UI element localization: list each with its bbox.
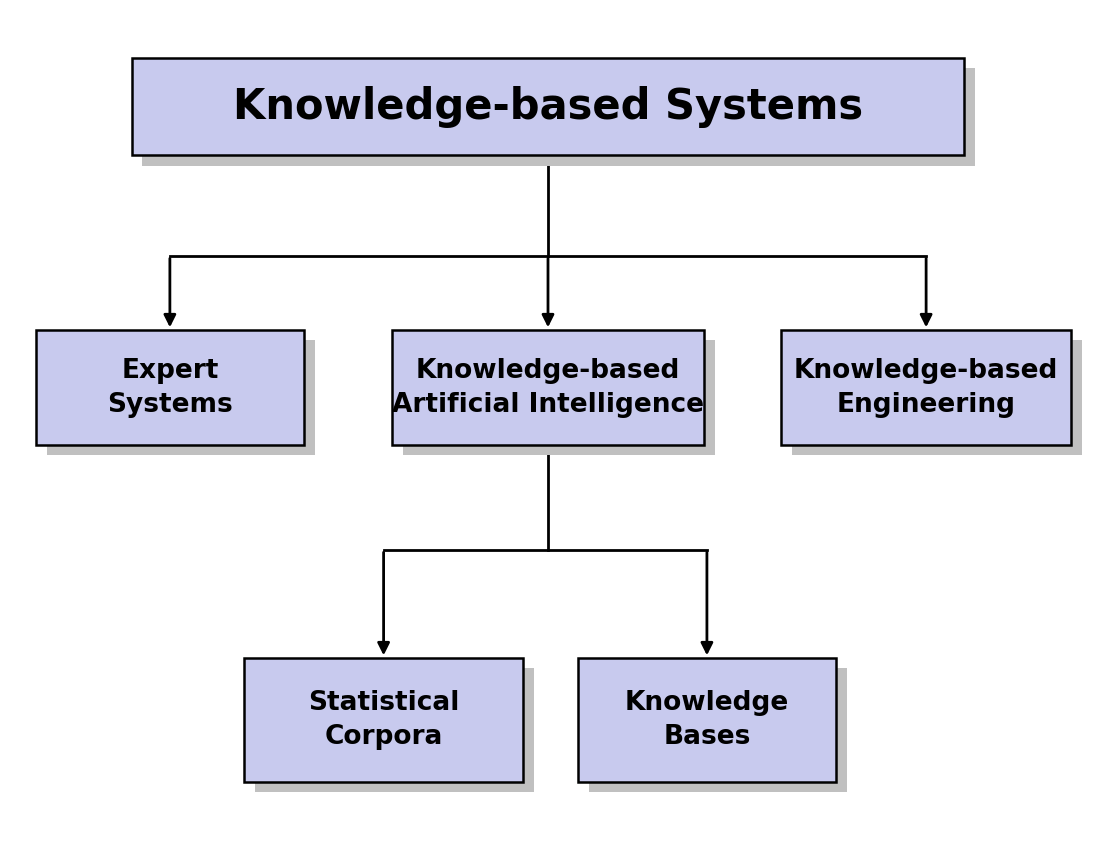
Text: Knowledge-based Systems: Knowledge-based Systems <box>233 85 863 128</box>
Text: Knowledge-based
Artificial Intelligence: Knowledge-based Artificial Intelligence <box>392 358 704 417</box>
FancyBboxPatch shape <box>132 58 964 155</box>
FancyBboxPatch shape <box>403 340 716 455</box>
FancyBboxPatch shape <box>142 68 975 165</box>
FancyBboxPatch shape <box>579 658 836 782</box>
Text: Statistical
Corpora: Statistical Corpora <box>308 690 459 750</box>
FancyBboxPatch shape <box>35 330 304 445</box>
FancyBboxPatch shape <box>392 330 705 445</box>
FancyBboxPatch shape <box>590 668 847 792</box>
Text: Knowledge
Bases: Knowledge Bases <box>625 690 789 750</box>
Text: Expert
Systems: Expert Systems <box>107 358 232 417</box>
FancyBboxPatch shape <box>791 340 1082 455</box>
FancyBboxPatch shape <box>46 340 316 455</box>
Text: Knowledge-based
Engineering: Knowledge-based Engineering <box>794 358 1059 417</box>
FancyBboxPatch shape <box>780 330 1071 445</box>
FancyBboxPatch shape <box>254 668 534 792</box>
FancyBboxPatch shape <box>243 658 524 782</box>
